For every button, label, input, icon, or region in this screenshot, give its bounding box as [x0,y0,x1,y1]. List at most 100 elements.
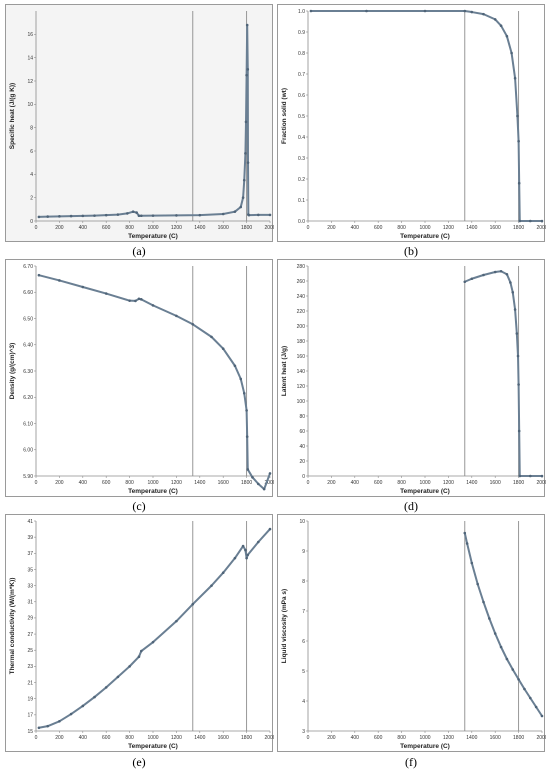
y-tick-label: 35 [27,567,33,573]
x-tick-label: 600 [102,225,111,231]
y-tick-label: 200 [297,324,306,330]
data-point [517,383,520,386]
data-point [233,556,237,560]
data-point [128,299,131,302]
x-tick-label: 800 [125,735,134,741]
data-point [239,205,243,209]
x-tick-label: 0 [35,735,38,741]
data-point [513,76,517,80]
x-tick-label: 0 [307,225,310,231]
y-tick-label: 240 [297,294,306,300]
y-tick-label: 33 [27,583,33,589]
y-tick-label: 0.1 [298,198,305,204]
x-tick-label: 200 [55,480,64,486]
data-point [175,619,178,623]
y-tick-label: 160 [297,354,306,360]
x-tick-label: 1400 [466,735,477,741]
caption-d: (d) [404,499,418,513]
x-tick-label: 1400 [194,735,205,741]
data-point [175,214,178,217]
data-point [534,705,538,709]
data-point [470,561,474,565]
data-point [515,332,519,335]
data-point [517,429,521,433]
data-point [540,714,544,718]
data-point [509,281,512,284]
y-tick-label: 0.2 [298,177,305,183]
data-point [245,409,248,412]
data-point [517,678,520,681]
data-point [191,602,195,606]
y-axis-title: Liquid viscosity (mPa s) [281,589,288,663]
x-axis-title: Temperature (C) [128,488,178,495]
data-point [245,23,249,27]
data-point [241,544,245,548]
x-tick-label: 400 [351,735,360,741]
x-tick-label: 600 [374,735,383,741]
y-tick-label: 6.70 [23,264,33,270]
data-point [128,665,131,668]
data-point [198,213,202,217]
y-axis-title: Fraction solid (wt) [281,88,288,144]
data-point [175,314,178,318]
data-point [246,68,250,71]
data-point [245,556,248,560]
y-tick-label: 37 [27,551,33,557]
data-point [244,548,247,552]
y-axis-title: Specific heat (J/(g K)) [9,83,16,149]
x-tick-label: 1600 [218,225,229,231]
data-point [423,9,427,13]
data-point [131,210,135,213]
data-point [233,210,237,213]
data-point [81,214,85,218]
y-tick-label: 6.00 [23,448,33,454]
y-tick-label: 0.8 [298,51,305,57]
data-point [242,392,246,395]
data-point [58,279,61,282]
data-point [511,290,515,294]
y-tick-label: 220 [297,309,306,315]
data-point [309,9,313,13]
y-tick-label: 16 [27,32,33,38]
x-tick-label: 400 [79,480,88,486]
data-point [37,273,41,277]
data-point [268,213,272,217]
y-tick-label: 0 [302,474,305,480]
data-point [529,696,532,700]
x-axis-title: Temperature (C) [400,743,450,750]
x-tick-label: 600 [102,480,111,486]
data-point [116,675,120,679]
series-line-0 [463,532,543,717]
y-tick-label: 27 [27,632,33,638]
y-tick-label: 6.40 [23,343,33,349]
x-tick-label: 0 [307,480,310,486]
data-point [140,649,143,653]
y-tick-label: 23 [27,664,33,670]
y-tick-label: 6.10 [23,421,33,427]
x-tick-label: 400 [351,225,360,231]
data-point [104,686,108,689]
x-tick-label: 1400 [194,480,205,486]
y-tick-label: 0.6 [298,93,305,99]
y-tick-label: 7 [302,609,305,615]
y-tick-label: 41 [27,519,33,525]
x-tick-label: 1600 [490,225,501,231]
y-tick-label: 6.30 [23,369,33,375]
data-point [221,571,225,574]
y-tick-label: 5 [302,669,305,675]
data-point [540,219,544,223]
y-axis-title: Density (g/(cm)^3) [8,343,16,400]
data-point [465,542,469,545]
x-tick-label: 600 [374,225,383,231]
data-point [245,73,248,77]
y-tick-label: 6 [30,149,33,155]
series-line-0 [37,274,271,491]
x-tick-label: 200 [55,225,64,231]
y-tick-label: 29 [27,616,33,622]
